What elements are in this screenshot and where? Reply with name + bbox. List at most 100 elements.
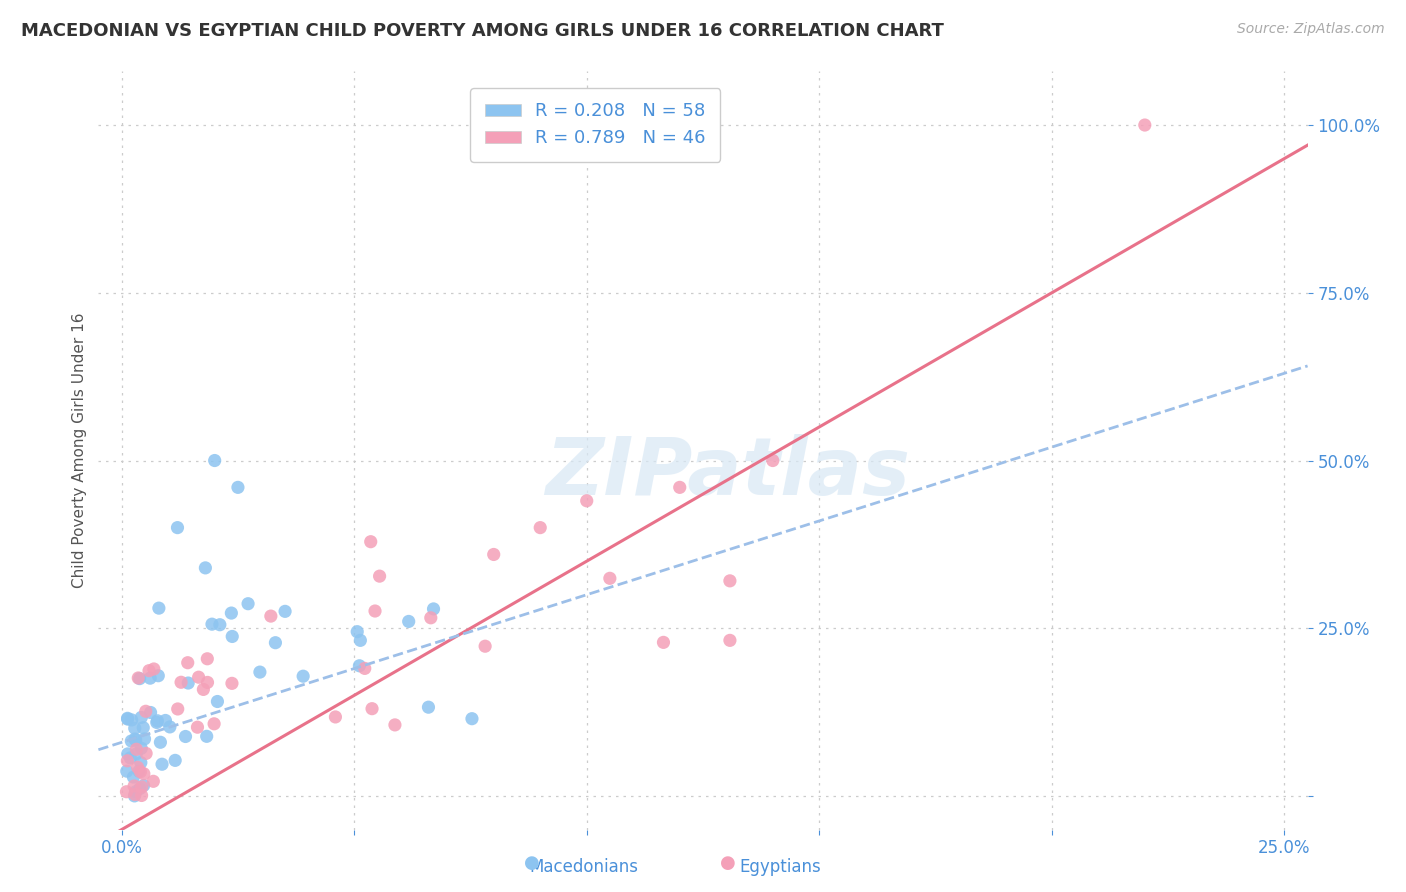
Point xyxy=(131,780,153,794)
Point xyxy=(599,571,621,585)
Point xyxy=(349,633,371,648)
Point xyxy=(668,480,690,494)
Point xyxy=(652,635,675,649)
Point xyxy=(124,789,146,803)
Text: ZIPatlas: ZIPatlas xyxy=(544,434,910,512)
Point xyxy=(146,714,169,728)
Point xyxy=(575,493,598,508)
Point xyxy=(174,730,197,744)
Point xyxy=(155,714,177,728)
Text: MACEDONIAN VS EGYPTIAN CHILD POVERTY AMONG GIRLS UNDER 16 CORRELATION CHART: MACEDONIAN VS EGYPTIAN CHILD POVERTY AMO… xyxy=(21,22,943,40)
Point xyxy=(186,720,208,734)
Point xyxy=(135,747,157,761)
Point xyxy=(208,617,231,632)
Point xyxy=(132,721,155,735)
Point xyxy=(124,788,146,802)
Point xyxy=(529,521,551,535)
Point xyxy=(1133,118,1156,132)
Point xyxy=(236,597,259,611)
Point xyxy=(120,751,142,765)
Point xyxy=(124,785,146,799)
Point xyxy=(117,747,139,761)
Point xyxy=(249,665,271,679)
Point xyxy=(193,682,215,697)
Point xyxy=(197,675,219,690)
Point xyxy=(325,710,347,724)
Point xyxy=(148,669,170,683)
Legend: R = 0.208   N = 58, R = 0.789   N = 46: R = 0.208 N = 58, R = 0.789 N = 46 xyxy=(470,88,720,161)
Point xyxy=(195,652,218,666)
Point xyxy=(139,671,162,685)
Point xyxy=(132,779,155,793)
Point xyxy=(177,656,200,670)
Point xyxy=(170,675,193,690)
Point xyxy=(202,716,225,731)
Point xyxy=(226,480,249,494)
Point xyxy=(166,521,188,535)
Point xyxy=(128,672,150,686)
Point xyxy=(115,764,138,779)
Point xyxy=(364,604,387,618)
Point xyxy=(762,453,785,467)
Text: Egyptians: Egyptians xyxy=(740,858,821,876)
Text: ●: ● xyxy=(720,854,737,871)
Point xyxy=(149,735,172,749)
Point xyxy=(125,747,148,761)
Point xyxy=(264,636,287,650)
Point xyxy=(474,639,496,653)
Point xyxy=(419,611,441,625)
Point xyxy=(418,700,440,714)
Point xyxy=(117,754,139,768)
Point xyxy=(195,729,218,743)
Point xyxy=(361,701,384,715)
Point xyxy=(368,569,391,583)
Point xyxy=(124,733,146,747)
Point xyxy=(204,453,226,467)
Point xyxy=(353,661,375,675)
Text: Source: ZipAtlas.com: Source: ZipAtlas.com xyxy=(1237,22,1385,37)
Point xyxy=(121,713,143,727)
Point xyxy=(274,604,297,618)
Point xyxy=(221,630,243,644)
Point xyxy=(718,633,741,648)
Point xyxy=(422,602,444,616)
Point xyxy=(165,753,187,767)
Point xyxy=(384,718,406,732)
Text: Macedonians: Macedonians xyxy=(529,858,638,876)
Point xyxy=(124,732,146,747)
Point xyxy=(122,770,145,784)
Point xyxy=(132,766,155,780)
Y-axis label: Child Poverty Among Girls Under 16: Child Poverty Among Girls Under 16 xyxy=(72,313,87,588)
Point xyxy=(148,601,170,615)
Point xyxy=(117,711,139,725)
Point xyxy=(138,664,160,678)
Point xyxy=(139,706,162,720)
Point xyxy=(166,702,188,716)
Point xyxy=(146,715,169,730)
Point xyxy=(142,774,165,789)
Point xyxy=(131,710,153,724)
Point xyxy=(461,712,484,726)
Point xyxy=(398,615,420,629)
Point xyxy=(201,617,224,632)
Point xyxy=(124,721,146,735)
Point xyxy=(115,785,138,799)
Point xyxy=(221,606,243,620)
Point xyxy=(150,757,173,772)
Point xyxy=(260,609,283,624)
Point xyxy=(346,624,368,639)
Point xyxy=(207,694,229,708)
Point xyxy=(177,676,200,690)
Point xyxy=(135,704,157,718)
Point xyxy=(129,764,152,779)
Point xyxy=(221,676,243,690)
Point xyxy=(349,658,371,673)
Point xyxy=(159,720,181,734)
Point xyxy=(482,548,505,562)
Point xyxy=(128,781,150,796)
Point xyxy=(128,764,150,779)
Point xyxy=(142,662,165,676)
Point xyxy=(125,742,148,756)
Point xyxy=(187,670,209,684)
Point xyxy=(120,734,142,748)
